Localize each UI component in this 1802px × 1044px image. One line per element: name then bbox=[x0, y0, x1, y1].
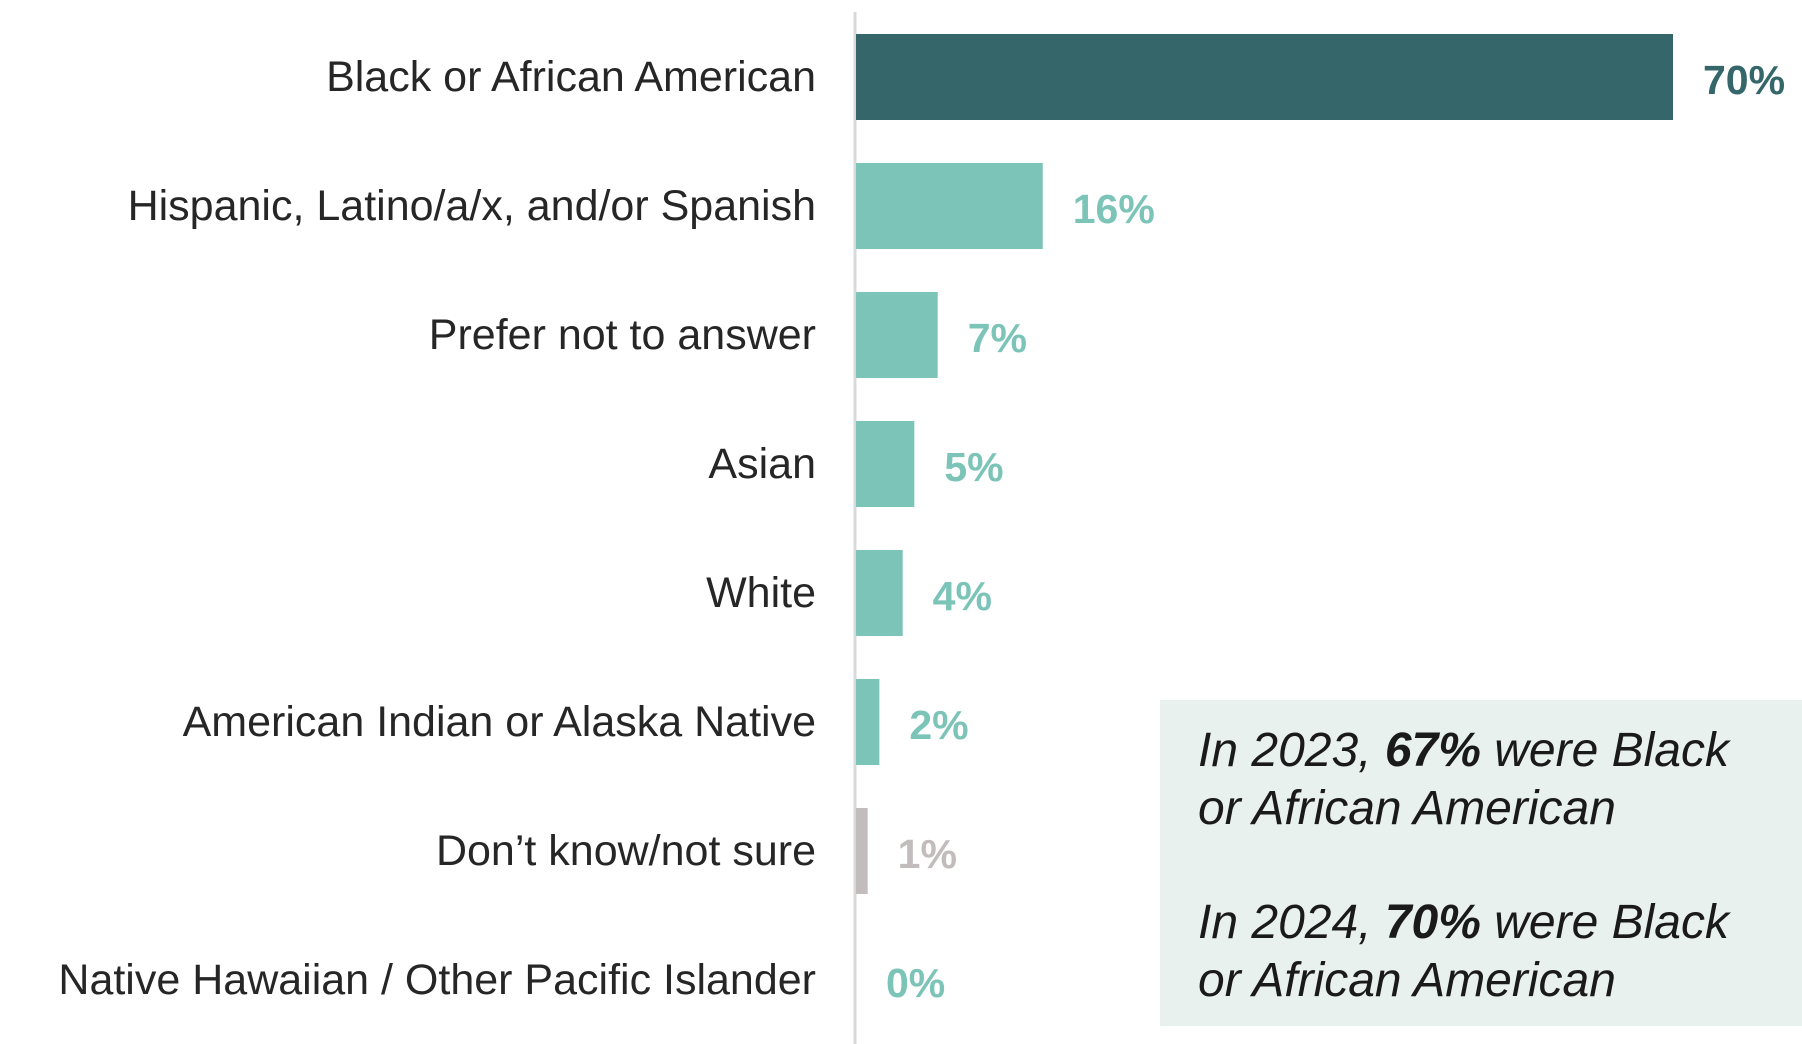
category-label: Hispanic, Latino/a/x, and/or Spanish bbox=[128, 182, 816, 230]
category-label: Don’t know/not sure bbox=[436, 827, 816, 875]
category-label: American Indian or Alaska Native bbox=[183, 698, 816, 746]
callout-2024-value: 70% bbox=[1384, 896, 1481, 949]
callout-2023: In 2023, 67% were Black or African Ameri… bbox=[1198, 722, 1778, 838]
callout-2023-value: 67% bbox=[1384, 724, 1481, 777]
category-label: Native Hawaiian / Other Pacific Islander bbox=[58, 956, 816, 1004]
bar-2 bbox=[856, 292, 938, 378]
value-label: 2% bbox=[909, 702, 968, 748]
callout-2023-post: were Black or African American bbox=[1198, 724, 1729, 835]
category-label: Black or African American bbox=[326, 53, 816, 101]
category-label: Prefer not to answer bbox=[429, 311, 816, 359]
value-label: 0% bbox=[886, 960, 945, 1006]
value-label: 1% bbox=[898, 831, 957, 877]
bar-4 bbox=[856, 550, 903, 636]
value-label: 5% bbox=[944, 444, 1003, 490]
category-label: White bbox=[706, 569, 816, 617]
bar-0 bbox=[856, 34, 1673, 120]
bar-1 bbox=[856, 163, 1043, 249]
category-label: Asian bbox=[708, 440, 816, 488]
callout-2024-pre: In 2024, bbox=[1198, 896, 1385, 949]
value-label: 7% bbox=[968, 315, 1027, 361]
bar-5 bbox=[856, 679, 880, 765]
callout-box: In 2023, 67% were Black or African Ameri… bbox=[1160, 700, 1802, 1026]
callout-2024: In 2024, 70% were Black or African Ameri… bbox=[1198, 894, 1778, 1010]
bar-3 bbox=[856, 421, 915, 507]
bar-6 bbox=[856, 808, 868, 894]
value-label: 70% bbox=[1703, 57, 1785, 103]
callout-2023-pre: In 2023, bbox=[1198, 724, 1385, 777]
callout-2024-post: were Black or African American bbox=[1198, 896, 1729, 1007]
value-label: 16% bbox=[1073, 186, 1155, 232]
value-label: 4% bbox=[933, 573, 992, 619]
